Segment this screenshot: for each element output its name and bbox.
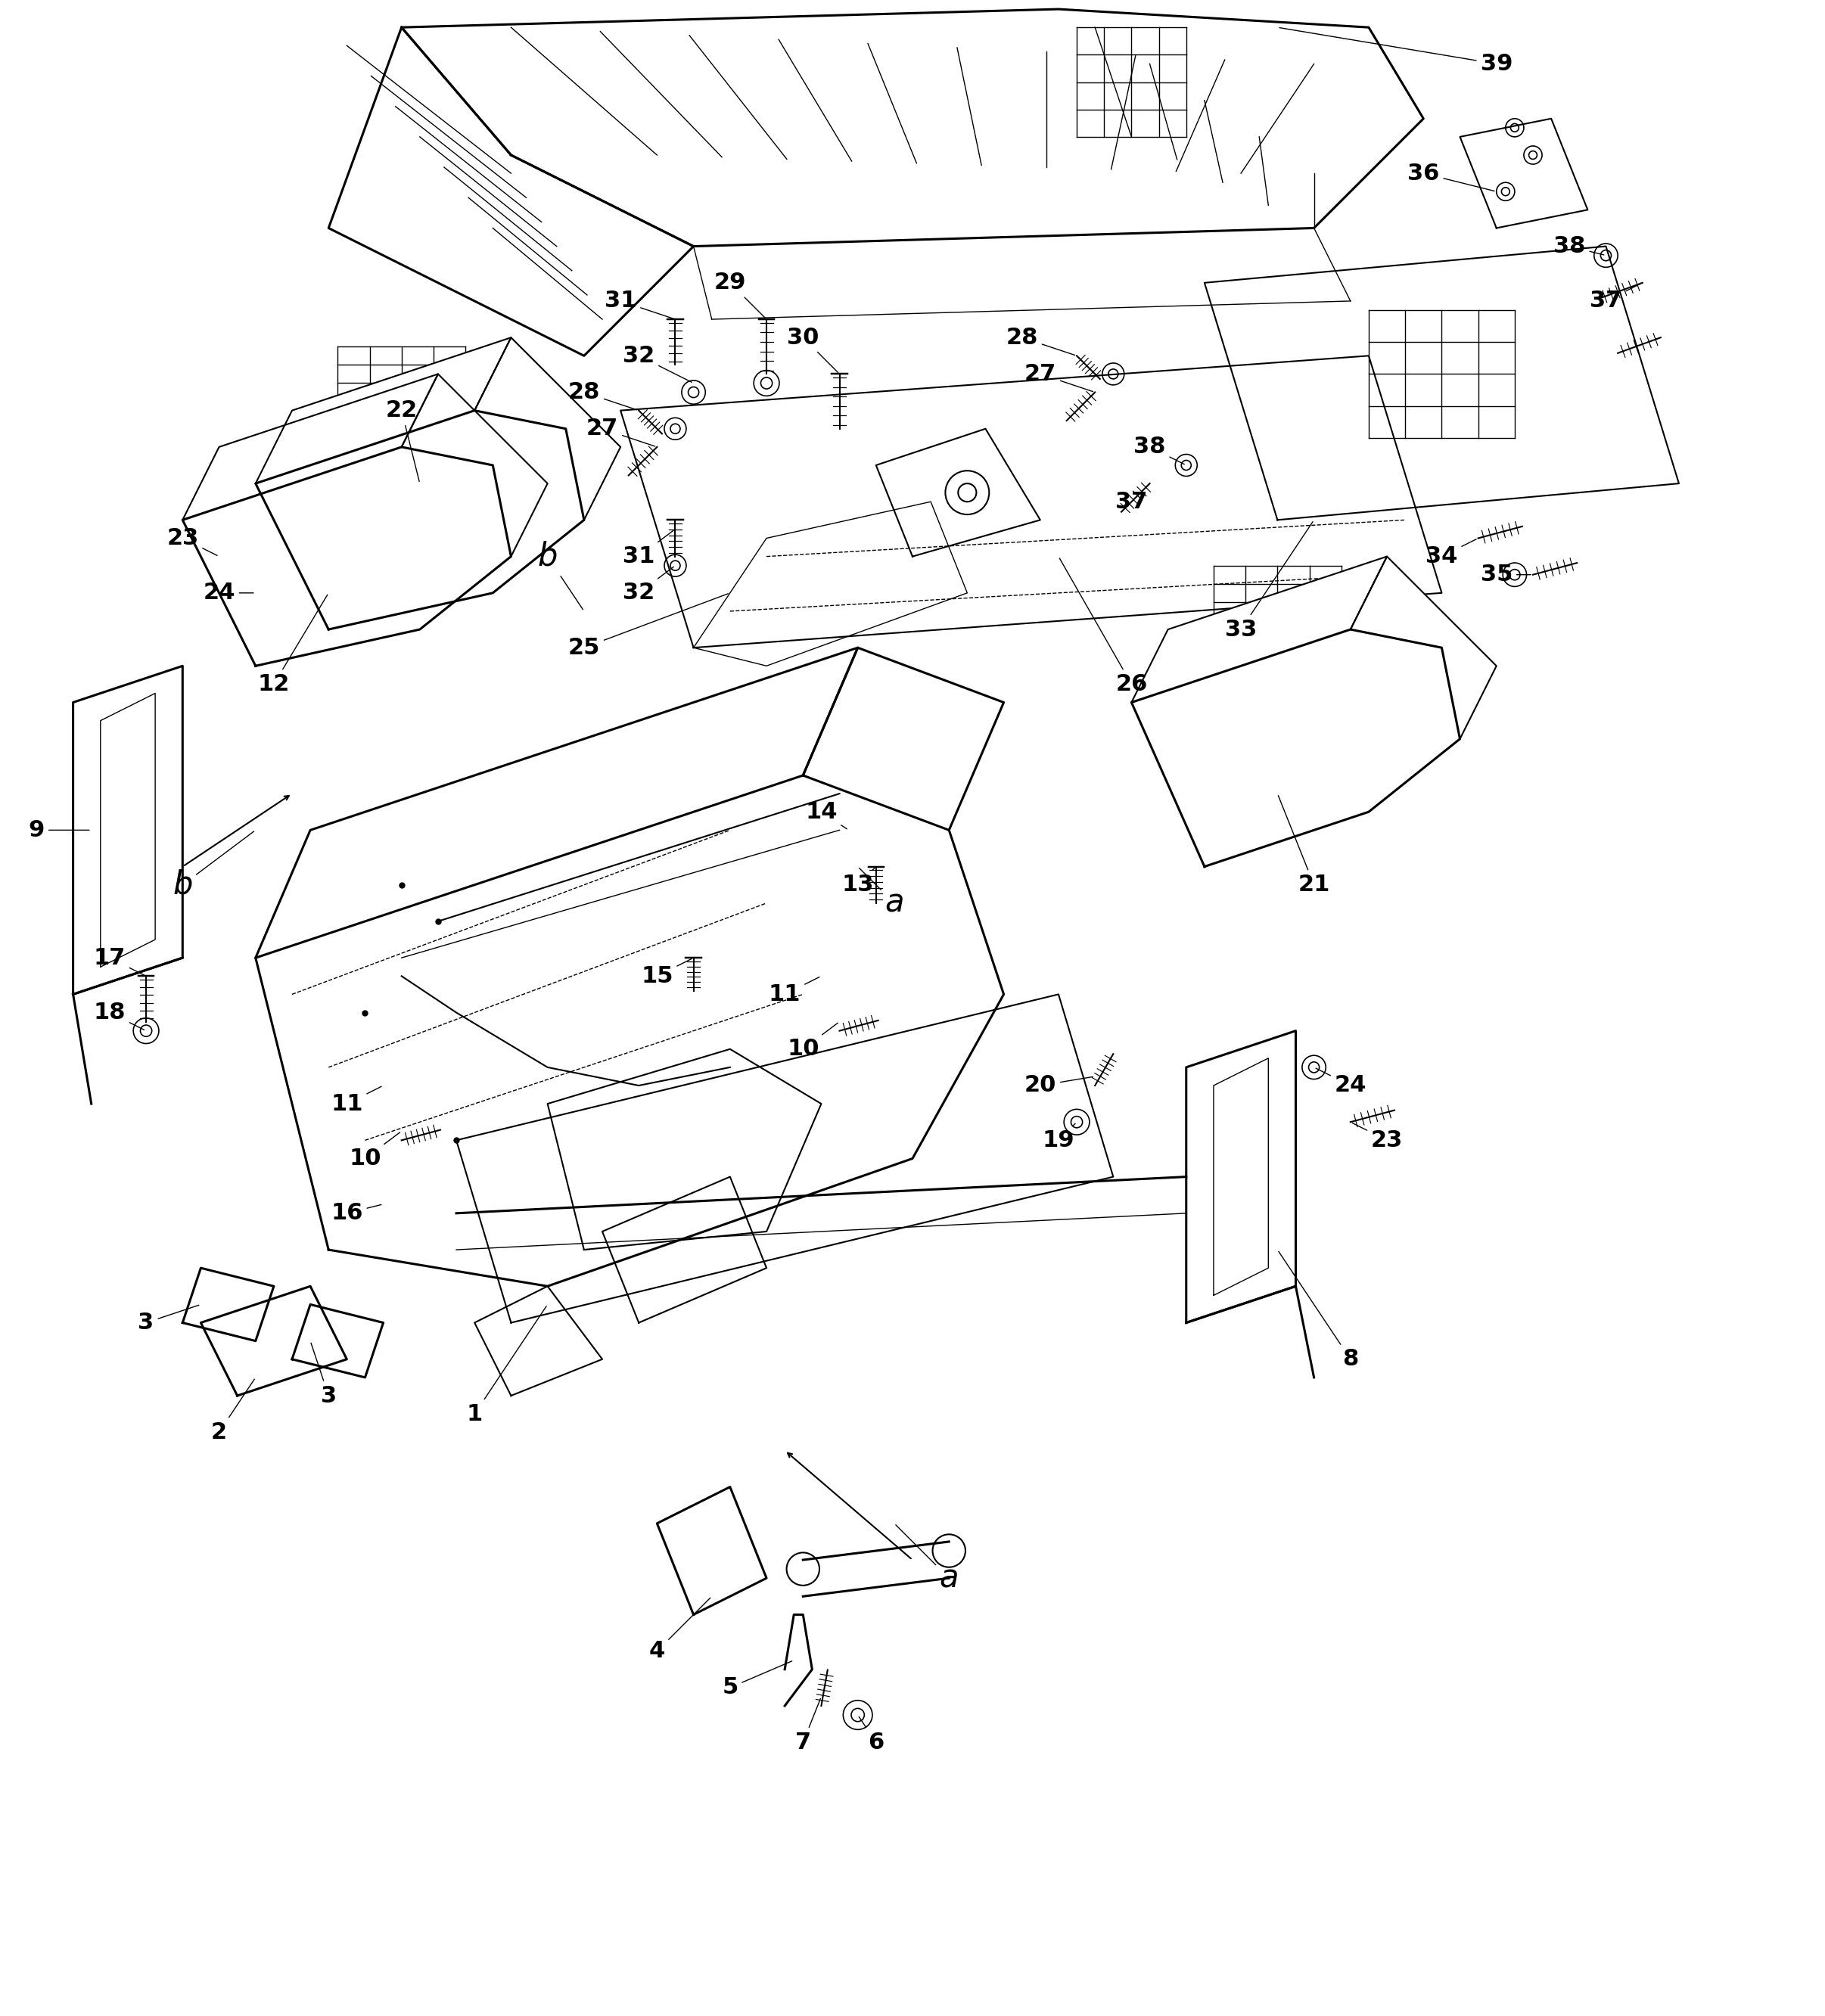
Text: 28: 28 <box>1006 327 1075 355</box>
Polygon shape <box>328 28 693 355</box>
Text: 9: 9 <box>29 818 89 841</box>
Text: 38: 38 <box>1133 435 1184 464</box>
Text: 22: 22 <box>385 399 420 482</box>
Text: 37: 37 <box>1590 284 1641 312</box>
Polygon shape <box>803 647 1004 831</box>
Text: 27: 27 <box>1024 363 1093 391</box>
Text: 21: 21 <box>1277 796 1330 895</box>
Text: 23: 23 <box>166 528 217 556</box>
Text: 18: 18 <box>93 1002 144 1030</box>
Text: 3: 3 <box>139 1304 199 1335</box>
Polygon shape <box>456 994 1113 1322</box>
Polygon shape <box>1350 556 1496 740</box>
Polygon shape <box>256 647 858 958</box>
Text: 33: 33 <box>1225 522 1312 641</box>
Text: 37: 37 <box>1115 486 1148 512</box>
Text: 31: 31 <box>622 530 673 566</box>
Text: 5: 5 <box>723 1661 792 1699</box>
Text: 27: 27 <box>586 417 655 446</box>
Text: 38: 38 <box>1553 236 1604 258</box>
Text: 20: 20 <box>1024 1075 1093 1097</box>
Polygon shape <box>1132 629 1460 867</box>
Text: 24: 24 <box>1316 1068 1367 1097</box>
Polygon shape <box>256 411 584 629</box>
Text: 7: 7 <box>796 1699 821 1754</box>
Text: b: b <box>538 540 582 609</box>
Text: 17: 17 <box>93 948 144 976</box>
Polygon shape <box>182 375 438 520</box>
Text: 14: 14 <box>805 800 847 829</box>
Polygon shape <box>474 337 620 520</box>
Text: 11: 11 <box>330 1087 381 1115</box>
Text: 10: 10 <box>349 1133 400 1169</box>
Text: 36: 36 <box>1407 163 1495 192</box>
Text: 4: 4 <box>650 1599 710 1661</box>
Text: 24: 24 <box>203 583 254 605</box>
Text: 16: 16 <box>330 1202 381 1224</box>
Text: 29: 29 <box>714 272 765 319</box>
Text: 8: 8 <box>1279 1252 1358 1371</box>
Polygon shape <box>182 1268 274 1341</box>
Text: 19: 19 <box>1042 1123 1075 1151</box>
Polygon shape <box>402 10 1424 246</box>
Text: b: b <box>173 831 254 901</box>
Text: 30: 30 <box>787 327 838 373</box>
Polygon shape <box>1204 246 1679 520</box>
Text: 2: 2 <box>212 1379 254 1443</box>
Text: 32: 32 <box>622 345 692 383</box>
Text: 12: 12 <box>257 595 327 696</box>
Text: 10: 10 <box>787 1022 838 1060</box>
Polygon shape <box>182 448 511 665</box>
Text: 13: 13 <box>841 869 874 895</box>
Text: 39: 39 <box>1279 28 1513 75</box>
Text: 1: 1 <box>467 1306 546 1425</box>
Text: 11: 11 <box>768 978 819 1006</box>
Polygon shape <box>402 375 547 556</box>
Text: a: a <box>896 1524 958 1595</box>
Text: 31: 31 <box>604 290 673 319</box>
Text: 3: 3 <box>310 1343 336 1407</box>
Polygon shape <box>1132 556 1387 702</box>
Text: 35: 35 <box>1480 564 1531 587</box>
Text: 23: 23 <box>1352 1123 1403 1151</box>
Text: 28: 28 <box>568 381 637 409</box>
Polygon shape <box>201 1286 347 1395</box>
Polygon shape <box>292 1304 383 1377</box>
Text: 25: 25 <box>568 593 728 659</box>
Polygon shape <box>620 355 1442 647</box>
Text: a: a <box>860 869 903 919</box>
Text: 15: 15 <box>641 960 692 988</box>
Text: 26: 26 <box>1060 558 1148 696</box>
Text: 32: 32 <box>622 566 673 605</box>
Polygon shape <box>256 776 1004 1286</box>
Text: 6: 6 <box>860 1718 883 1754</box>
Polygon shape <box>474 1286 602 1395</box>
Text: 34: 34 <box>1425 538 1476 566</box>
Polygon shape <box>256 337 511 484</box>
